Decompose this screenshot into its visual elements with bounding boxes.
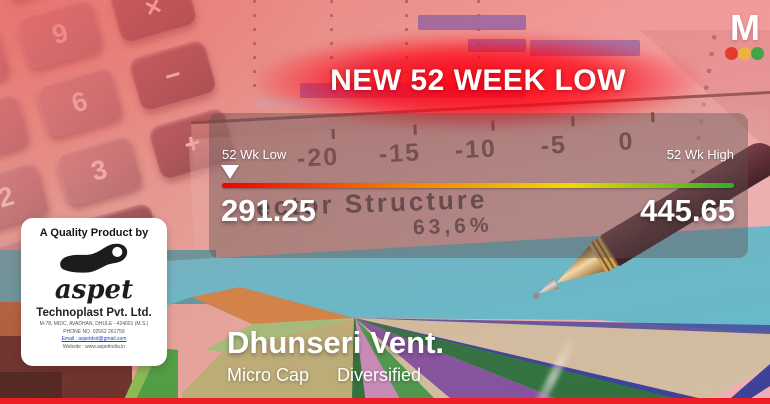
sponsor-brand-name: aspet [54, 275, 134, 305]
high-value: 445.65 [640, 193, 735, 228]
sponsor-card: A Quality Product by aspet Technoplast P… [21, 218, 167, 366]
brand-logo: M [720, 7, 768, 60]
stock-name: Dhunseri Vent. [227, 325, 445, 360]
sponsor-address: M-78, MIDC, AVADHAN, DHULE - 424001 (M.S… [39, 321, 149, 327]
calculator-key: × [108, 0, 199, 44]
sponsor-phone: PHONE NO. 02562 261759 [63, 328, 125, 335]
sponsor-email: Email : aspetdxd@gmail.com [61, 336, 127, 342]
high-label: 52 Wk High [666, 147, 734, 162]
sponsor-tagline: A Quality Product by [39, 227, 149, 239]
footer-red-bar [0, 398, 770, 404]
aspet-swoosh-icon [60, 243, 128, 273]
stock-tag-sector: Diversified [337, 365, 422, 385]
sponsor-website: Website : www.aspetindia.in [62, 343, 126, 350]
range-marker-icon [221, 165, 239, 179]
calculator-key: − [127, 38, 218, 112]
brand-logo-letter: M [730, 7, 760, 48]
calculator-key: 9 [15, 0, 105, 71]
stock-tags: Micro Cap Diversified [227, 365, 421, 386]
calculator-key: 6 [34, 65, 125, 139]
sponsor-company-name: Technoplast Pvt. Ltd. [36, 307, 152, 319]
calculator-key: 3 [54, 133, 145, 207]
red-dot-icon [724, 46, 738, 60]
low-value: 291.25 [221, 193, 316, 228]
calculator-key: 8 [0, 23, 12, 98]
stock-tag-market-cap: Micro Cap [227, 365, 310, 385]
range-gradient-bar [222, 183, 734, 188]
calculator-key: 5 [0, 92, 32, 166]
chart-gridline [253, 0, 256, 92]
green-dot-icon [750, 46, 764, 60]
banner-glow [258, 34, 698, 130]
week-range-panel: 52 Wk Low 52 Wk High 291.25 445.65 [209, 113, 748, 258]
banner-title: NEW 52 WEEK LOW [330, 64, 626, 97]
yellow-dot-icon [737, 46, 751, 60]
low-label: 52 Wk Low [222, 147, 287, 162]
chart-bar [418, 15, 526, 30]
brand-logo-dots [720, 46, 768, 60]
